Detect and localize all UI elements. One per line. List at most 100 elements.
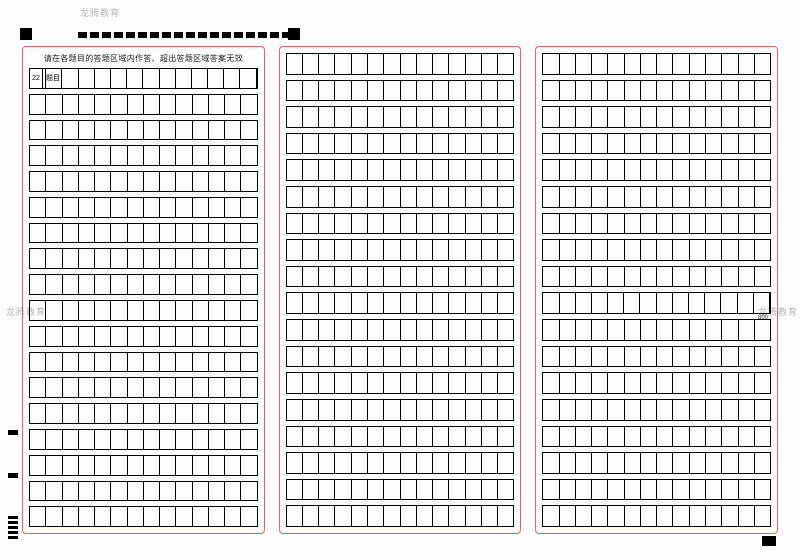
grid-cell [755,267,770,287]
grid-cell [608,320,624,340]
grid-cell [592,240,608,260]
grid-cell [287,480,303,500]
grid-cell [498,373,513,393]
grid-cell [368,81,384,101]
grid-cell [498,320,513,340]
grid-cell [690,400,706,420]
grid-cell [466,373,482,393]
grid-cell [241,301,256,320]
grid-cell [352,107,368,127]
grid-row [542,266,771,288]
grid-cell [449,427,465,447]
grid-cell [368,400,384,420]
grid-cell [241,482,256,501]
grid-cell [592,107,608,127]
grid-cell [208,69,224,88]
grid-cell [111,172,127,191]
grid-cell [352,134,368,154]
grid-cell [241,146,256,165]
grid-cell [303,453,319,473]
grid-cell [241,327,256,346]
grid-cell [176,430,192,449]
grid-cell [111,507,127,526]
grid-cell [739,267,755,287]
grid-cell [466,107,482,127]
grid-cell [193,198,209,217]
grid-cell [335,240,351,260]
grid-cell [225,172,241,191]
grid-cell [401,480,417,500]
writing-grid: 800 [542,53,771,527]
grid-cell [560,134,576,154]
grid-cell [176,146,192,165]
grid-cell [625,160,641,180]
grid-cell [193,456,209,475]
grid-cell [576,427,592,447]
grid-cell [319,134,335,154]
grid-row [29,403,258,424]
grid-cell [209,95,225,114]
grid-cell [482,320,498,340]
grid-cell [128,327,144,346]
grid-cell [384,320,400,340]
grid-cell [401,347,417,367]
grid-cell [433,480,449,500]
grid-cell [287,134,303,154]
grid-cell [739,160,755,180]
grid-cell [482,54,498,74]
grid-cell [63,482,79,501]
grid-cell [625,54,641,74]
grid-cell [401,267,417,287]
grid-cell [433,214,449,234]
grid-cell [241,95,256,114]
grid-cell [30,456,46,475]
grid-cell [417,453,433,473]
grid-cell [592,81,608,101]
grid-cell [690,240,706,260]
grid-cell [319,373,335,393]
grid-cell [352,320,368,340]
grid-cell [449,480,465,500]
grid-cell [543,400,559,420]
grid-cell [576,506,592,526]
grid-cell [241,353,256,372]
grid-cell [592,214,608,234]
grid-cell [193,121,209,140]
grid-cell [625,240,641,260]
grid-cell [193,378,209,397]
grid-cell [560,400,576,420]
grid-cell [755,506,770,526]
grid-cell [30,404,46,423]
grid-cell [560,267,576,287]
grid-cell [641,107,657,127]
grid-cell [319,267,335,287]
grid-cell [543,107,559,127]
grid-cell [401,54,417,74]
grid-cell [690,453,706,473]
grid-cell [95,378,111,397]
grid-cell [46,224,62,243]
answer-sheet: 请在各题目的答题区域内作答、超出答题区域答案无效22题目800 [22,46,778,534]
grid-cell [352,400,368,420]
grid-cell [319,240,335,260]
grid-cell [706,480,722,500]
grid-cell [63,224,79,243]
grid-cell [144,301,160,320]
grid-cell [673,373,689,393]
grid-cell [625,134,641,154]
grid-row [286,292,515,314]
grid-cell [335,347,351,367]
grid-row [29,455,258,476]
grid-cell [417,293,433,313]
grid-cell [30,275,46,294]
grid-cell [755,347,770,367]
grid-cell [498,453,513,473]
grid-cell [63,353,79,372]
grid-cell [193,353,209,372]
grid-cell [319,293,335,313]
grid-cell [706,373,722,393]
grid-row [542,239,771,261]
grid-row [29,481,258,502]
grid-cell [755,214,770,234]
grid-cell [722,400,738,420]
